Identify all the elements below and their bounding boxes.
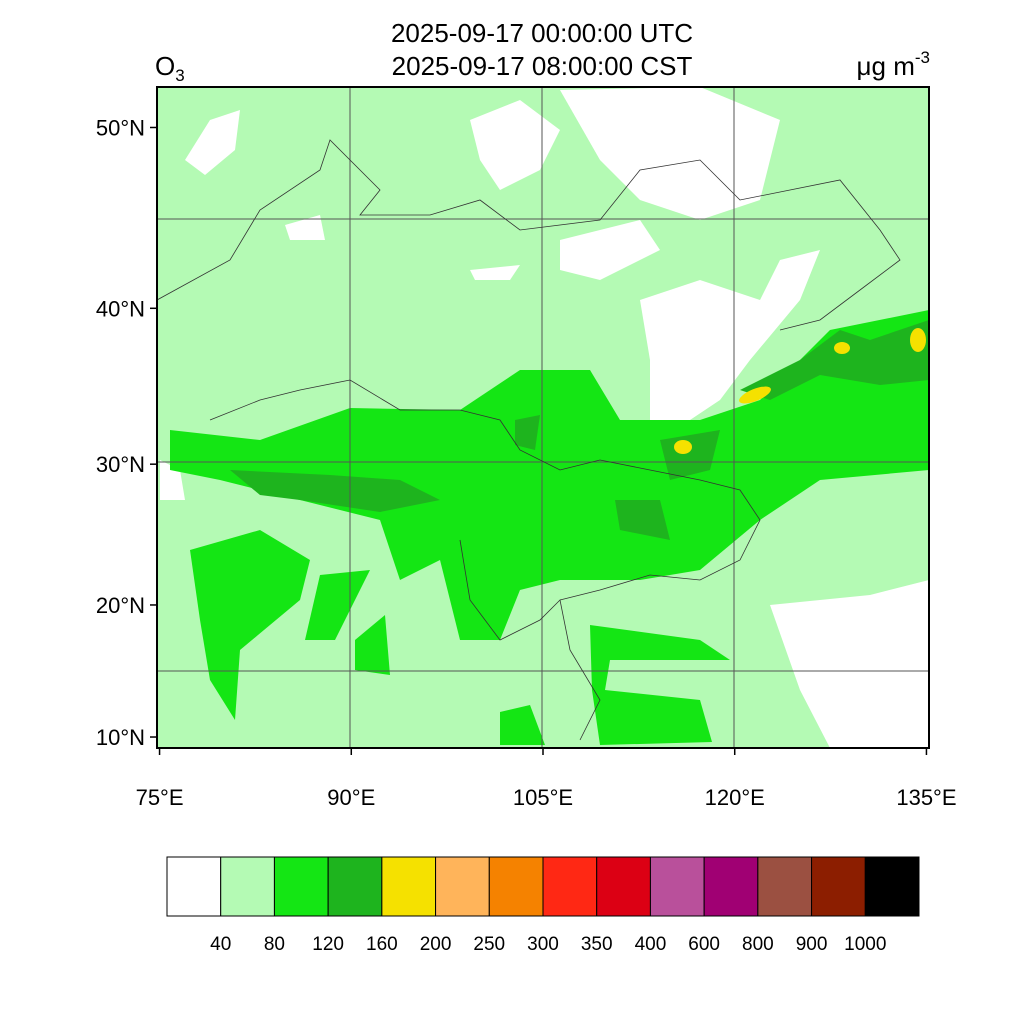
colorbar-box [488,856,544,917]
lat-tick-label: 10°N [96,725,145,750]
field-mid [170,310,929,745]
lon-tick-label: 120°E [705,785,765,810]
map-field [157,87,929,748]
colorbar-box [166,856,222,917]
boundaries [157,139,901,741]
title-line: 2025-09-17 00:00:00 UTC [391,18,693,48]
units-base: μg m [857,51,915,81]
colorbar-box [864,856,920,917]
colorbar-label: 80 [264,934,285,955]
lat-tick-label: 20°N [96,593,145,618]
colorbar-box [703,856,759,917]
colorbar-label: 250 [473,934,505,955]
colorbar-box [381,856,437,917]
colorbar-label: 120 [312,934,344,955]
graticule [157,87,929,748]
colorbar-box [757,856,813,917]
colorbar-label: 800 [742,934,774,955]
lat-tick-label: 40°N [96,296,145,321]
lon-tick-label: 90°E [327,785,375,810]
field-high [230,320,929,540]
field-low [160,87,929,748]
colorbar-label: 600 [688,934,720,955]
colorbar-box [273,856,329,917]
colorbar-box [596,856,651,917]
colorbar-label: 160 [366,934,398,955]
colorbar-box [649,856,705,917]
lon-tick-label: 75°E [136,785,184,810]
colorbar-label: 350 [581,934,613,955]
colorbar-label: 900 [796,934,828,955]
field-peak [674,328,926,454]
title-line: 2025-09-17 08:00:00 CST [392,51,693,81]
units-sup: -3 [915,48,930,67]
lon-tick-label: 105°E [513,785,573,810]
colorbar-label: 200 [420,934,452,955]
colorbar-box [435,856,490,917]
colorbar-label: 300 [527,934,559,955]
units-label: μg m-3 [857,48,930,81]
colorbar-label: 400 [635,934,667,955]
colorbar-label: 40 [210,934,231,955]
colorbar-box [220,856,275,917]
axis-ticks: 50°N 40°N 30°N 20°N 10°N 75°E 90°E 105°E 120°E 13… [96,115,957,810]
colorbar-label: 1000 [844,934,886,955]
lon-tick-label: 135°E [896,785,956,810]
colorbar-box [327,856,383,917]
variable-sub: 3 [175,66,184,85]
colorbar: 40 80 120 160 200 250 300 350 400 600 800 900 1000 [166,856,920,955]
colorbar-box [811,856,866,917]
lat-tick-label: 50°N [96,115,145,140]
lat-tick-label: 30°N [96,452,145,477]
colorbar-box [542,856,598,917]
variable-base: O [155,51,175,81]
variable-label: O3 [155,51,185,85]
